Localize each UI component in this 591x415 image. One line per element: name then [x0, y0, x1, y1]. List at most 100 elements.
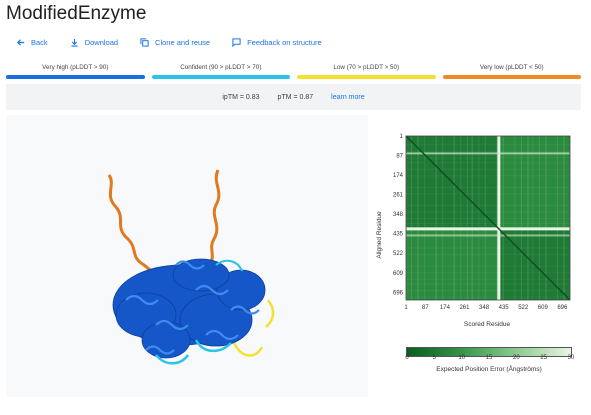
legend-very-high: Very high (pLDDT > 90) [6, 64, 145, 79]
pae-y-tick: 696 [393, 290, 404, 296]
protein-structure-render [107, 169, 275, 365]
pae-x-tick: 87 [422, 305, 429, 311]
pae-streak [417, 136, 419, 300]
pae-break-horizontal [406, 227, 570, 231]
colorbar-tick: 30 [567, 355, 575, 361]
legend-label: Low (70 > pLDDT > 50) [333, 64, 400, 71]
confidence-metrics: ipTM = 0.83 pTM = 0.87 learn more [6, 84, 581, 110]
pae-y-tick: 1 [400, 134, 404, 140]
pae-y-tick: 87 [396, 153, 403, 159]
pae-x-tick: 348 [479, 305, 490, 311]
colorbar-tick: 15 [485, 355, 493, 361]
legend-bar [151, 75, 290, 79]
pae-y-tick: 174 [393, 173, 404, 179]
pae-streak [538, 136, 541, 300]
arrow-left-icon [16, 39, 25, 46]
plddt-legend: Very high (pLDDT > 90) Confident (90 > p… [6, 64, 581, 79]
download-label: Download [84, 38, 119, 47]
pae-streak [502, 136, 504, 300]
pae-streak [406, 296, 570, 298]
back-button[interactable]: Back [16, 38, 48, 47]
pae-y-tick: 348 [393, 212, 404, 218]
pae-streak [406, 162, 570, 164]
pae-streak [532, 136, 534, 300]
pae-streak [442, 136, 444, 300]
legend-label: Very low (pLDDT < 50) [479, 64, 544, 71]
pae-streak [514, 136, 516, 300]
pae-streak [406, 204, 570, 206]
legend-bar [442, 75, 581, 79]
colorbar-tick: 10 [458, 355, 465, 361]
pae-streak [406, 136, 408, 300]
pae-frame [405, 135, 571, 301]
ptm-value: pTM = 0.87 [277, 93, 314, 101]
pae-x-tick: 261 [459, 305, 470, 311]
clone-label: Clone and reuse [155, 38, 211, 47]
pae-x-tick: 174 [440, 305, 451, 311]
pae-x-tick: 696 [557, 305, 568, 311]
pae-y-tick: 261 [393, 192, 404, 198]
feedback-label: Feedback on structure [247, 38, 322, 47]
pae-streak [466, 136, 468, 300]
feedback-button[interactable]: Feedback on structure [232, 38, 322, 47]
pae-streak [424, 136, 426, 300]
pae-streak [496, 136, 498, 300]
pae-streak [406, 247, 570, 249]
download-button[interactable]: Download [70, 38, 118, 47]
colorbar-label: Expected Position Error (Ångströms) [436, 366, 542, 373]
pae-y-tick: 435 [393, 232, 404, 238]
pae-streak [563, 136, 565, 300]
pae-streak [410, 136, 413, 300]
pae-streak [406, 236, 570, 238]
colorbar-tick: 5 [432, 355, 436, 361]
structure-viewer[interactable] [6, 115, 368, 397]
pae-streak [478, 136, 480, 300]
pae-streak [406, 186, 570, 188]
pae-panel: 1 1 87 87 174 174 261 261 348 348 435 435 522 522 609 6… [372, 130, 587, 400]
legend-bar [6, 75, 145, 79]
legend-very-low: Very low (pLDDT < 50) [442, 64, 581, 79]
disordered-tail-right [208, 169, 221, 264]
pae-streak [406, 278, 570, 280]
pae-streak [406, 157, 570, 159]
iptm-value: ipTM = 0.83 [222, 93, 260, 101]
pae-break-vertical [497, 136, 501, 300]
toolbar: Back Download Clone and reuse Feedback o… [16, 38, 322, 47]
pae-streak [406, 168, 570, 170]
pae-x-tick: 609 [538, 305, 549, 311]
pae-stripe [406, 234, 570, 237]
feedback-icon [232, 38, 241, 47]
copy-icon [140, 38, 149, 47]
learn-more-link[interactable]: learn more [331, 93, 365, 101]
legend-low: Low (70 > pLDDT > 50) [297, 64, 436, 79]
legend-label: Confident (90 > pLDDT > 70) [180, 64, 262, 71]
pae-streak [406, 272, 570, 274]
pae-y-tick: 522 [393, 251, 404, 257]
colorbar-ticks: 0 5 10 15 20 25 30 [405, 355, 575, 365]
colorbar-tick: 0 [405, 355, 409, 361]
pae-streak [484, 136, 486, 300]
pae-x-tick: 522 [518, 305, 529, 311]
disordered-tail-left [107, 174, 167, 285]
legend-label: Very high (pLDDT > 90) [42, 64, 109, 71]
pae-stripe [406, 152, 570, 155]
pae-x-tick: 1 [404, 305, 408, 311]
pae-streak [406, 254, 570, 256]
pae-streak [545, 136, 547, 300]
pae-streak [406, 150, 570, 152]
colorbar-tick: 25 [540, 355, 547, 361]
pae-colorbar [406, 347, 572, 357]
page-title: ModifiedEnzyme [6, 3, 147, 24]
pae-streak [406, 211, 570, 213]
pae-streak [406, 290, 570, 292]
pae-streak [556, 136, 559, 300]
pae-streak [406, 283, 570, 285]
clone-button[interactable]: Clone and reuse [140, 38, 210, 47]
pae-streak [406, 193, 570, 195]
back-label: Back [31, 38, 48, 47]
pae-streak [460, 136, 462, 300]
pae-y-label: Aligned Residue [376, 211, 383, 259]
pae-x-tick: 435 [499, 305, 510, 311]
pae-streak [471, 136, 473, 300]
pae-x-label: Scored Residue [464, 321, 511, 328]
